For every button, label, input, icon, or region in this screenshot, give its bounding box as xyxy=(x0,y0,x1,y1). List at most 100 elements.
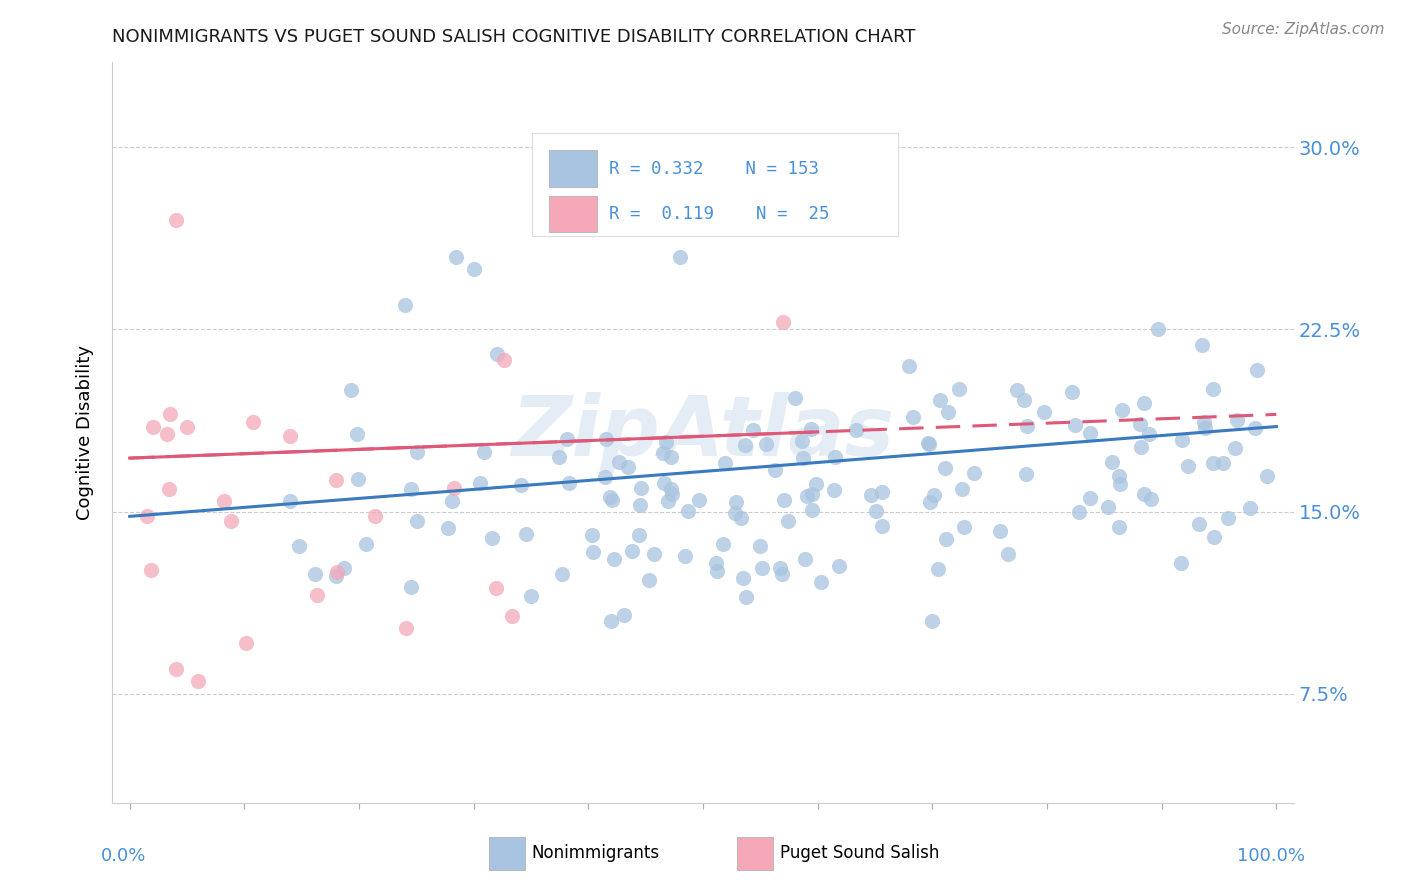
Point xyxy=(1223,441,1246,455)
Point xyxy=(515,527,537,541)
Point xyxy=(1194,421,1216,435)
Point xyxy=(558,476,581,491)
Point xyxy=(1256,468,1278,483)
Point xyxy=(600,614,623,628)
Point xyxy=(921,614,943,628)
Point xyxy=(1060,385,1083,400)
Point xyxy=(325,566,347,580)
Point xyxy=(613,608,636,623)
Point xyxy=(1188,516,1211,531)
Point xyxy=(630,482,652,496)
Point xyxy=(730,511,752,525)
Point xyxy=(1108,520,1130,534)
Point xyxy=(770,566,793,581)
Point xyxy=(599,490,621,504)
Point xyxy=(1216,511,1239,525)
Point xyxy=(394,298,416,312)
FancyBboxPatch shape xyxy=(531,133,898,236)
Point xyxy=(1246,363,1268,377)
Point xyxy=(724,495,747,509)
Point xyxy=(333,560,356,574)
Point xyxy=(346,472,368,486)
Point xyxy=(776,514,799,528)
Point xyxy=(917,436,939,450)
Point xyxy=(307,588,329,602)
Point xyxy=(1177,459,1199,474)
Point xyxy=(1015,419,1038,434)
Point xyxy=(176,419,198,434)
Point xyxy=(734,438,756,452)
Point xyxy=(801,487,824,501)
Point xyxy=(1012,393,1035,408)
FancyBboxPatch shape xyxy=(737,837,773,871)
Point xyxy=(1202,456,1225,470)
Point xyxy=(157,482,180,496)
Point xyxy=(165,662,187,676)
Point xyxy=(800,422,823,436)
Point xyxy=(1147,322,1170,336)
Point xyxy=(792,434,814,448)
Text: R =  0.119    N =  25: R = 0.119 N = 25 xyxy=(609,205,830,223)
Point xyxy=(1078,425,1101,440)
Point xyxy=(628,499,651,513)
Point xyxy=(600,493,623,508)
Point xyxy=(734,590,756,604)
Point xyxy=(1192,415,1215,429)
Point xyxy=(742,423,765,437)
Text: Puget Sound Salish: Puget Sound Salish xyxy=(780,844,939,863)
Point xyxy=(1133,487,1156,501)
Point xyxy=(1140,492,1163,507)
Point xyxy=(824,450,846,465)
Point xyxy=(364,508,387,523)
Point xyxy=(470,475,492,490)
Point xyxy=(628,528,651,542)
Point xyxy=(325,568,347,582)
Point xyxy=(304,567,326,582)
Point xyxy=(704,556,727,570)
Point xyxy=(724,506,747,520)
Point xyxy=(494,353,516,368)
Point xyxy=(1097,500,1119,514)
Point xyxy=(1108,477,1130,491)
Point xyxy=(810,575,832,590)
Point xyxy=(772,315,794,329)
Text: NONIMMIGRANTS VS PUGET SOUND SALISH COGNITIVE DISABILITY CORRELATION CHART: NONIMMIGRANTS VS PUGET SOUND SALISH COGN… xyxy=(112,28,915,45)
Point xyxy=(346,427,368,442)
Point xyxy=(1137,427,1160,442)
Point xyxy=(751,561,773,575)
Point xyxy=(555,433,578,447)
Point xyxy=(1005,383,1028,397)
Point xyxy=(859,488,882,502)
Point xyxy=(609,455,631,469)
Point xyxy=(187,674,209,689)
Point xyxy=(661,486,683,500)
Point xyxy=(714,456,737,470)
Point xyxy=(657,494,679,508)
Point xyxy=(440,494,463,508)
Point xyxy=(928,393,950,408)
Point xyxy=(485,582,508,596)
Point xyxy=(927,562,949,576)
Point xyxy=(481,531,503,545)
Point xyxy=(898,359,921,373)
Point xyxy=(773,492,796,507)
FancyBboxPatch shape xyxy=(489,837,524,871)
Point xyxy=(769,561,792,575)
Point xyxy=(1191,338,1213,352)
Point xyxy=(733,571,755,585)
Point xyxy=(755,436,778,450)
Point xyxy=(922,488,945,502)
Point xyxy=(1239,501,1261,516)
Y-axis label: Cognitive Disability: Cognitive Disability xyxy=(76,345,94,520)
Point xyxy=(918,437,941,451)
Point xyxy=(997,547,1019,561)
Point xyxy=(935,533,957,547)
Point xyxy=(953,520,976,534)
Point xyxy=(1108,469,1130,483)
Point xyxy=(865,504,887,518)
Point xyxy=(406,514,429,528)
Point xyxy=(920,495,942,509)
Point xyxy=(903,409,925,424)
Point xyxy=(655,435,678,450)
Point xyxy=(485,347,508,361)
